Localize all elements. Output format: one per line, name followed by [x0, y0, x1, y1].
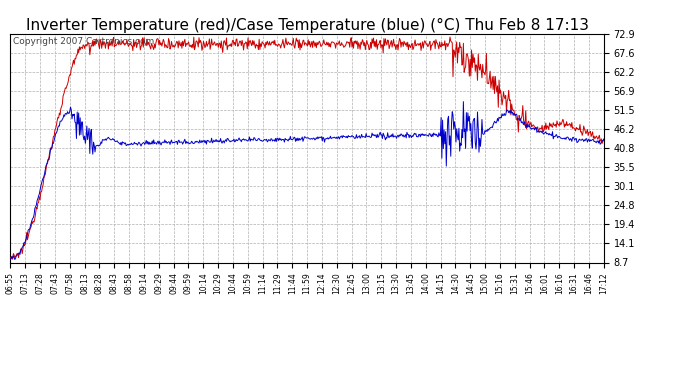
Title: Inverter Temperature (red)/Case Temperature (blue) (°C) Thu Feb 8 17:13: Inverter Temperature (red)/Case Temperat…	[26, 18, 589, 33]
Text: Copyright 2007 Cartronics.com: Copyright 2007 Cartronics.com	[13, 37, 155, 46]
